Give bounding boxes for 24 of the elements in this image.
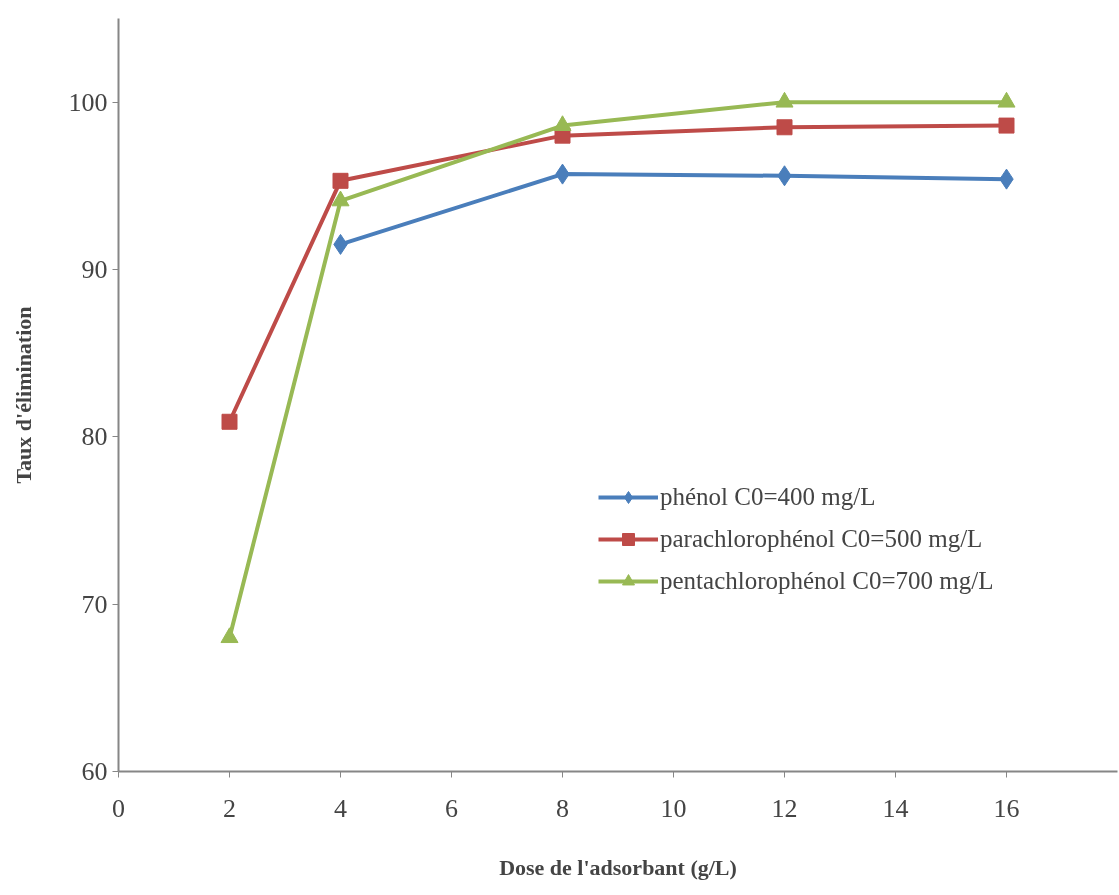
x-tick-label: 0 — [112, 793, 125, 823]
y-tick-label: 60 — [81, 757, 108, 786]
legend-label: phénol C0=400 mg/L — [660, 483, 876, 511]
y-tick-label: 100 — [68, 87, 108, 117]
y-tick-label: 80 — [81, 422, 108, 452]
point — [332, 172, 349, 189]
point — [998, 117, 1015, 134]
x-tick-label: 12 — [771, 793, 798, 823]
legend-label: pentachlorophénol C0=700 mg/L — [660, 567, 994, 595]
y-tick-label: 70 — [81, 589, 108, 619]
x-tick-label: 2 — [223, 793, 236, 823]
x-tick-label: 6 — [445, 793, 458, 823]
x-tick-label: 16 — [993, 793, 1020, 823]
y-axis-title: Taux d'élimination — [10, 306, 36, 484]
x-axis-title: Dose de l'adsorbant (g/L) — [499, 854, 737, 880]
y-tick-label: 90 — [81, 255, 108, 284]
x-tick-label: 14 — [882, 793, 909, 823]
point — [776, 119, 793, 136]
legend-label: parachlorophénol C0=500 mg/L — [660, 525, 983, 553]
x-tick-label: 4 — [334, 793, 347, 823]
x-tick-label: 8 — [556, 793, 569, 823]
point — [221, 413, 238, 430]
x-tick-label: 10 — [660, 793, 687, 823]
point — [220, 627, 239, 644]
